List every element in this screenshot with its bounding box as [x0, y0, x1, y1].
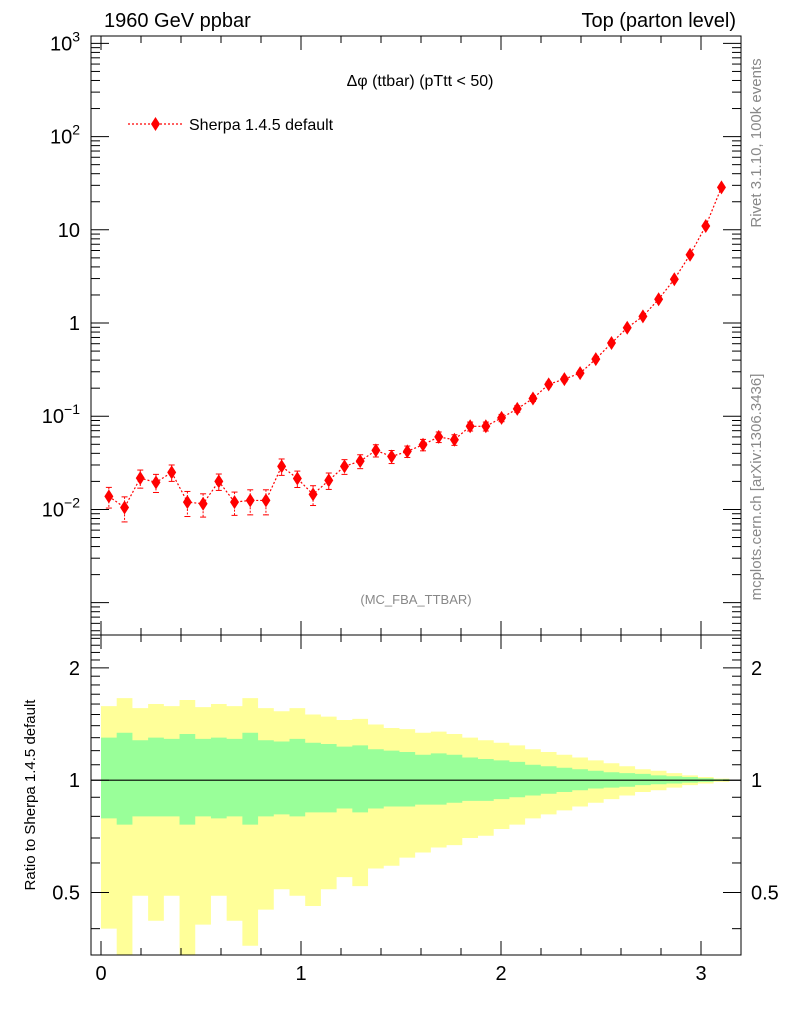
- y-tick-label: 10: [58, 220, 80, 242]
- rivet-side-label: Rivet 3.1.10, 100k events: [748, 58, 765, 227]
- data-point: [182, 495, 192, 510]
- data-point: [512, 401, 522, 416]
- ratio-panel-frame: [90, 634, 742, 956]
- data-point: [245, 493, 255, 508]
- data-point: [151, 475, 161, 490]
- inner-uncertainty-band: [101, 732, 730, 825]
- data-point: [339, 459, 349, 474]
- data-point: [355, 454, 365, 469]
- data-point: [214, 474, 224, 489]
- ratio-y-tick-label-right: 2: [751, 658, 762, 680]
- data-point: [230, 495, 240, 510]
- data-point: [685, 247, 695, 262]
- legend-marker: [151, 117, 160, 131]
- ratio-y-tick-label-left: 1: [69, 770, 80, 792]
- data-point: [575, 366, 585, 381]
- header-right-label: Top (parton level): [581, 10, 736, 32]
- ratio-y-axis-label: Ratio to Sherpa 1.4.5 default: [22, 699, 39, 891]
- outer-uncertainty-band: [101, 698, 730, 955]
- data-point: [544, 377, 554, 392]
- y-tick-label: 1: [69, 313, 80, 335]
- header-left-label: 1960 GeV ppbar: [104, 10, 251, 32]
- data-point: [669, 272, 679, 287]
- data-point: [324, 473, 334, 488]
- main-axis-ticks: [91, 36, 742, 635]
- data-point: [607, 336, 616, 351]
- y-tick-label: 102: [50, 122, 80, 149]
- ratio-y-tick-label-left: 0.5: [52, 883, 80, 905]
- data-point: [638, 309, 648, 324]
- x-tick-label: 1: [295, 963, 306, 985]
- ratio-y-tick-label-right: 0.5: [751, 883, 779, 905]
- data-point: [449, 432, 459, 447]
- chart-title: Δφ (ttbar) (pTtt < 50): [347, 73, 494, 90]
- chart-title-text: (ttbar) (pTtt < 50): [368, 73, 494, 90]
- y-tick-label: 10−1: [42, 401, 80, 428]
- data-point: [528, 391, 538, 406]
- series-line: [108, 187, 723, 509]
- ratio-bands: [91, 698, 741, 955]
- x-tick-label: 0: [95, 963, 106, 985]
- main-tick-labels: 10−2 10−1 1 10 102 103: [42, 28, 80, 521]
- chart-title-symbol: Δφ: [347, 73, 368, 90]
- data-point: [402, 444, 412, 459]
- data-point: [120, 500, 130, 515]
- legend: Sherpa 1.4.5 default: [128, 117, 334, 134]
- data-point: [654, 292, 664, 307]
- ratio-axis-ticks: [91, 635, 742, 955]
- data-point: [559, 372, 569, 387]
- data-point: [104, 489, 114, 504]
- data-point: [622, 320, 632, 335]
- data-point: [371, 443, 381, 458]
- data-point: [497, 410, 507, 425]
- legend-label: Sherpa 1.4.5 default: [189, 117, 334, 134]
- data-point: [198, 496, 208, 511]
- data-point: [701, 218, 711, 233]
- data-point: [418, 437, 428, 452]
- data-point: [308, 487, 318, 502]
- x-tick-label: 2: [495, 963, 506, 985]
- data-point: [481, 419, 491, 434]
- data-point: [167, 465, 177, 480]
- ratio-y-tick-label-right: 1: [751, 770, 762, 792]
- analysis-label: (MC_FBA_TTBAR): [360, 592, 471, 607]
- data-point: [591, 352, 601, 367]
- data-point: [292, 471, 302, 486]
- mcplots-side-label: mcplots.cern.ch [arXiv:1306.3436]: [748, 374, 765, 601]
- data-point: [716, 180, 726, 195]
- ratio-y-tick-label-left: 2: [69, 658, 80, 680]
- data-point: [434, 429, 444, 444]
- data-point: [261, 493, 271, 508]
- data-point: [135, 471, 145, 486]
- ratio-panel: 0.5 0.5 1 1 2 2 0 1 2 3 Ratio to Sherpa 1.4.5 def…: [22, 634, 779, 985]
- main-panel: 10−2 10−1 1 10 102 103 Δφ (ttbar) (pTtt < 50)…: [42, 28, 742, 636]
- data-point: [387, 449, 397, 464]
- x-tick-label: 3: [695, 963, 706, 985]
- data-point: [277, 459, 287, 474]
- y-tick-label: 10−2: [42, 494, 80, 521]
- y-tick-label: 103: [50, 28, 80, 55]
- data-point: [465, 419, 475, 434]
- ratio-tick-labels: 0.5 0.5 1 1 2 2 0 1 2 3: [52, 658, 779, 985]
- main-series: [104, 180, 726, 523]
